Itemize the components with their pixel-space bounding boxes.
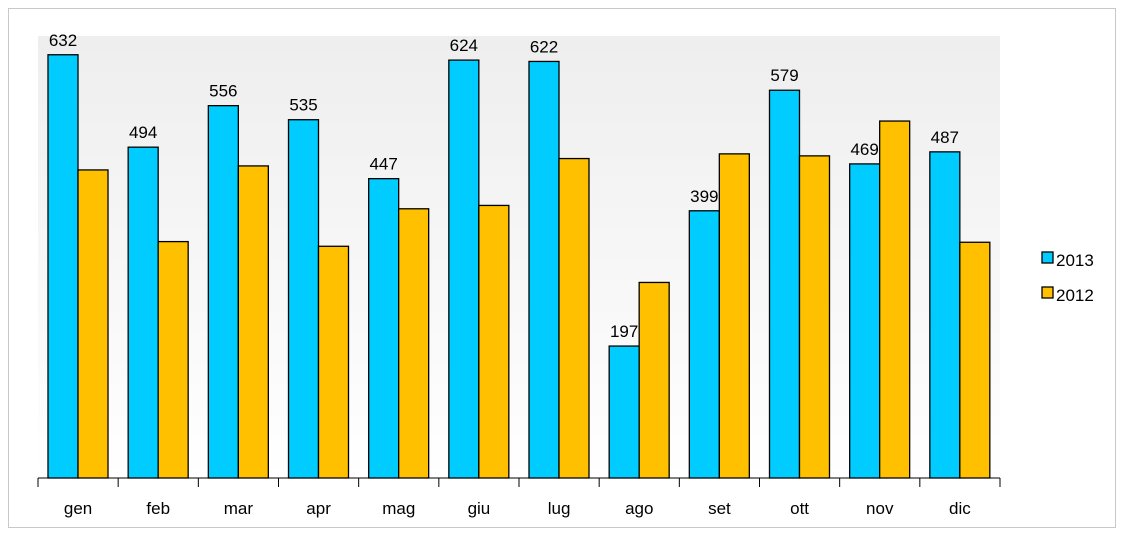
legend: 2013 2012: [1041, 251, 1094, 305]
x-tick-label-nov: nov: [866, 499, 894, 518]
legend-swatch-2013: [1041, 251, 1054, 264]
data-label-2013-set: 399: [690, 187, 718, 206]
data-label-2013-apr: 535: [289, 96, 317, 115]
data-label-2013-giu: 624: [450, 36, 478, 55]
bars-layer: [47, 54, 991, 479]
bar-2012-dic: [959, 241, 991, 479]
x-tick-label-dic: dic: [949, 499, 971, 518]
bar-2013-giu: [448, 59, 480, 479]
x-tick-label-ago: ago: [625, 499, 653, 518]
data-label-2013-mar: 556: [209, 82, 237, 101]
bar-2013-ott: [768, 89, 801, 479]
x-tick-label-feb: feb: [146, 499, 170, 518]
data-label-2013-ago: 197: [610, 322, 638, 341]
x-tick-label-set: set: [708, 499, 731, 518]
bar-2013-feb: [127, 146, 159, 479]
bar-2013-gen: [47, 54, 79, 479]
x-tick-label-ott: ott: [790, 499, 809, 518]
x-axis: gen feb mar apr mag giu lug ago set ott nov dic: [37, 477, 1001, 518]
data-labels-layer: 632 494 556 535 447 624 622 197 399 579 469 487: [49, 31, 959, 341]
data-label-2013-mag: 447: [369, 155, 397, 174]
bar-2013-dic: [929, 151, 961, 479]
data-label-2013-lug: 622: [530, 37, 558, 56]
bar-2012-lug: [558, 157, 590, 479]
legend-swatch-2012: [1041, 286, 1054, 299]
bar-2013-lug: [528, 60, 560, 479]
x-tick-label-mag: mag: [382, 499, 415, 518]
x-tick-label-mar: mar: [224, 499, 254, 518]
legend-label-2013: 2013: [1056, 251, 1094, 270]
bar-2012-mag: [398, 208, 430, 479]
data-label-2013-gen: 632: [49, 31, 77, 50]
bar-2012-ott: [798, 155, 831, 479]
bar-2013-mar: [207, 104, 239, 479]
x-tick-label-apr: apr: [306, 499, 331, 518]
data-label-2013-nov: 469: [850, 140, 878, 159]
bar-2012-mar: [237, 165, 269, 479]
bar-2012-gen: [77, 169, 109, 479]
bar-2013-apr: [287, 119, 320, 479]
data-label-2013-ott: 579: [770, 66, 798, 85]
bar-2012-ago: [638, 281, 670, 479]
x-tick-label-giu: giu: [468, 499, 491, 518]
bar-2012-giu: [478, 204, 510, 479]
data-label-2013-feb: 494: [129, 123, 157, 142]
bar-2013-mag: [368, 177, 400, 479]
bar-2013-set: [688, 210, 720, 479]
plot-area: [38, 36, 1000, 478]
bar-2013-ago: [608, 345, 640, 479]
bar-2012-set: [718, 153, 750, 479]
bar-2012-apr: [317, 245, 350, 479]
x-tick-label-gen: gen: [64, 499, 92, 518]
bar-2012-nov: [879, 120, 911, 479]
bar-2013-nov: [849, 163, 881, 479]
bar-2012-feb: [157, 240, 189, 479]
legend-label-2012: 2012: [1056, 286, 1094, 305]
data-label-2013-dic: 487: [931, 128, 959, 147]
x-tick-label-lug: lug: [548, 499, 571, 518]
